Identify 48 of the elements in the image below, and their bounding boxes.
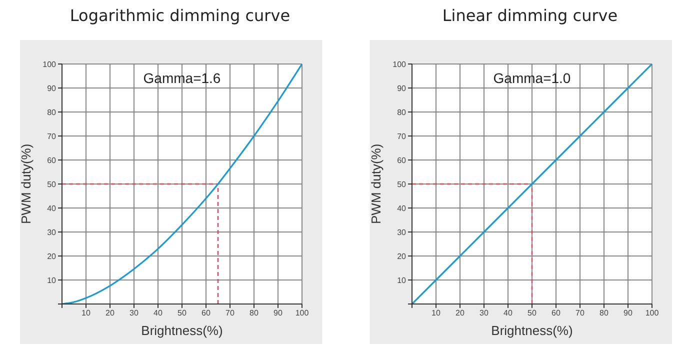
y-tick-label: 30 bbox=[397, 228, 407, 237]
y-tick-label: 60 bbox=[47, 156, 57, 165]
y-tick-label: 40 bbox=[397, 204, 407, 213]
x-tick-label: 60 bbox=[202, 308, 211, 318]
chart-title: Linear dimming curve bbox=[441, 6, 619, 25]
x-axis-title: Brightness(%) bbox=[141, 323, 223, 338]
x-tick-label: 30 bbox=[480, 308, 489, 318]
x-tick-label: 100 bbox=[645, 308, 660, 318]
x-tick-label: 90 bbox=[624, 308, 633, 318]
y-axis-title: PWM duty(%) bbox=[18, 144, 34, 224]
y-tick-label: 50 bbox=[397, 180, 407, 189]
y-tick-label: 90 bbox=[397, 84, 407, 93]
x-tick-label: 70 bbox=[226, 308, 235, 318]
y-tick-label: 100 bbox=[42, 60, 57, 69]
y-tick-label: 30 bbox=[47, 228, 57, 237]
x-tick-label: 70 bbox=[576, 308, 585, 318]
y-axis-title: PWM duty(%) bbox=[368, 144, 384, 224]
x-tick-label: 100 bbox=[295, 308, 310, 318]
y-tick-label: 90 bbox=[47, 84, 57, 93]
x-tick-label: 50 bbox=[528, 308, 537, 318]
y-tick-label: 10 bbox=[397, 276, 407, 285]
x-tick-label: 20 bbox=[106, 308, 115, 318]
x-tick-label: 80 bbox=[600, 308, 609, 318]
y-tick-label: 100 bbox=[392, 60, 407, 69]
y-tick-label: 20 bbox=[47, 252, 57, 261]
x-tick-label: 50 bbox=[178, 308, 187, 318]
y-tick-label: 50 bbox=[47, 180, 57, 189]
y-tick-label: 80 bbox=[397, 108, 407, 117]
x-tick-label: 40 bbox=[504, 308, 513, 318]
y-tick-label: 80 bbox=[47, 108, 57, 117]
x-tick-label: 10 bbox=[82, 308, 91, 318]
annotation: Gamma=1.0 bbox=[492, 70, 572, 86]
x-tick-label: 20 bbox=[456, 308, 465, 318]
x-tick-label: 60 bbox=[552, 308, 561, 318]
annotation: Gamma=1.6 bbox=[142, 70, 222, 86]
y-tick-label: 70 bbox=[397, 132, 407, 141]
x-tick-label: 30 bbox=[130, 308, 139, 318]
x-axis-title: Brightness(%) bbox=[491, 323, 573, 338]
y-tick-label: 20 bbox=[397, 252, 407, 261]
x-tick-label: 10 bbox=[432, 308, 441, 318]
y-tick-label: 40 bbox=[47, 204, 57, 213]
y-tick-label: 10 bbox=[47, 276, 57, 285]
x-tick-label: 80 bbox=[250, 308, 259, 318]
y-tick-label: 70 bbox=[47, 132, 57, 141]
x-tick-label: 40 bbox=[154, 308, 163, 318]
y-tick-label: 60 bbox=[397, 156, 407, 165]
x-tick-label: 90 bbox=[274, 308, 283, 318]
chart-title: Logarithmic dimming curve bbox=[68, 6, 292, 25]
